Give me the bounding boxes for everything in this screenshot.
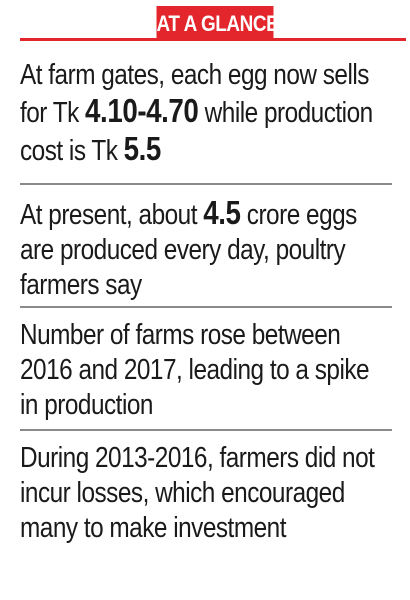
daily-production-value: 4.5 xyxy=(203,194,241,231)
fact-past-profits: During 2013-2016, farmers did not incur … xyxy=(20,441,392,581)
divider xyxy=(20,306,392,308)
fact-text: During 2013-2016, farmers did not incur … xyxy=(20,442,375,544)
fact-egg-price: At farm gates, each egg now sells for Tk… xyxy=(20,58,392,175)
divider xyxy=(20,429,392,431)
fact-text: At present, about xyxy=(20,199,204,231)
header-title: AT A GLANCE xyxy=(156,6,279,41)
egg-price-value: 4.10-4.70 xyxy=(85,92,199,129)
facts-list: At farm gates, each egg now sells for Tk… xyxy=(20,58,392,581)
fact-text: while production cost is Tk xyxy=(20,97,373,167)
fact-farm-growth: Number of farms rose between 2016 and 20… xyxy=(20,318,392,421)
divider xyxy=(20,183,392,185)
production-cost-value: 5.5 xyxy=(123,130,162,167)
fact-daily-production: At present, about 4.5 crore eggs are pro… xyxy=(20,194,392,301)
fact-text: Number of farms rose between 2016 and 20… xyxy=(20,319,370,421)
header: AT A GLANCE xyxy=(0,0,410,46)
fact-text: At farm gates, each egg now sells for Tk xyxy=(20,59,369,129)
fact-text: crore eggs are produced every day, poult… xyxy=(20,199,357,301)
